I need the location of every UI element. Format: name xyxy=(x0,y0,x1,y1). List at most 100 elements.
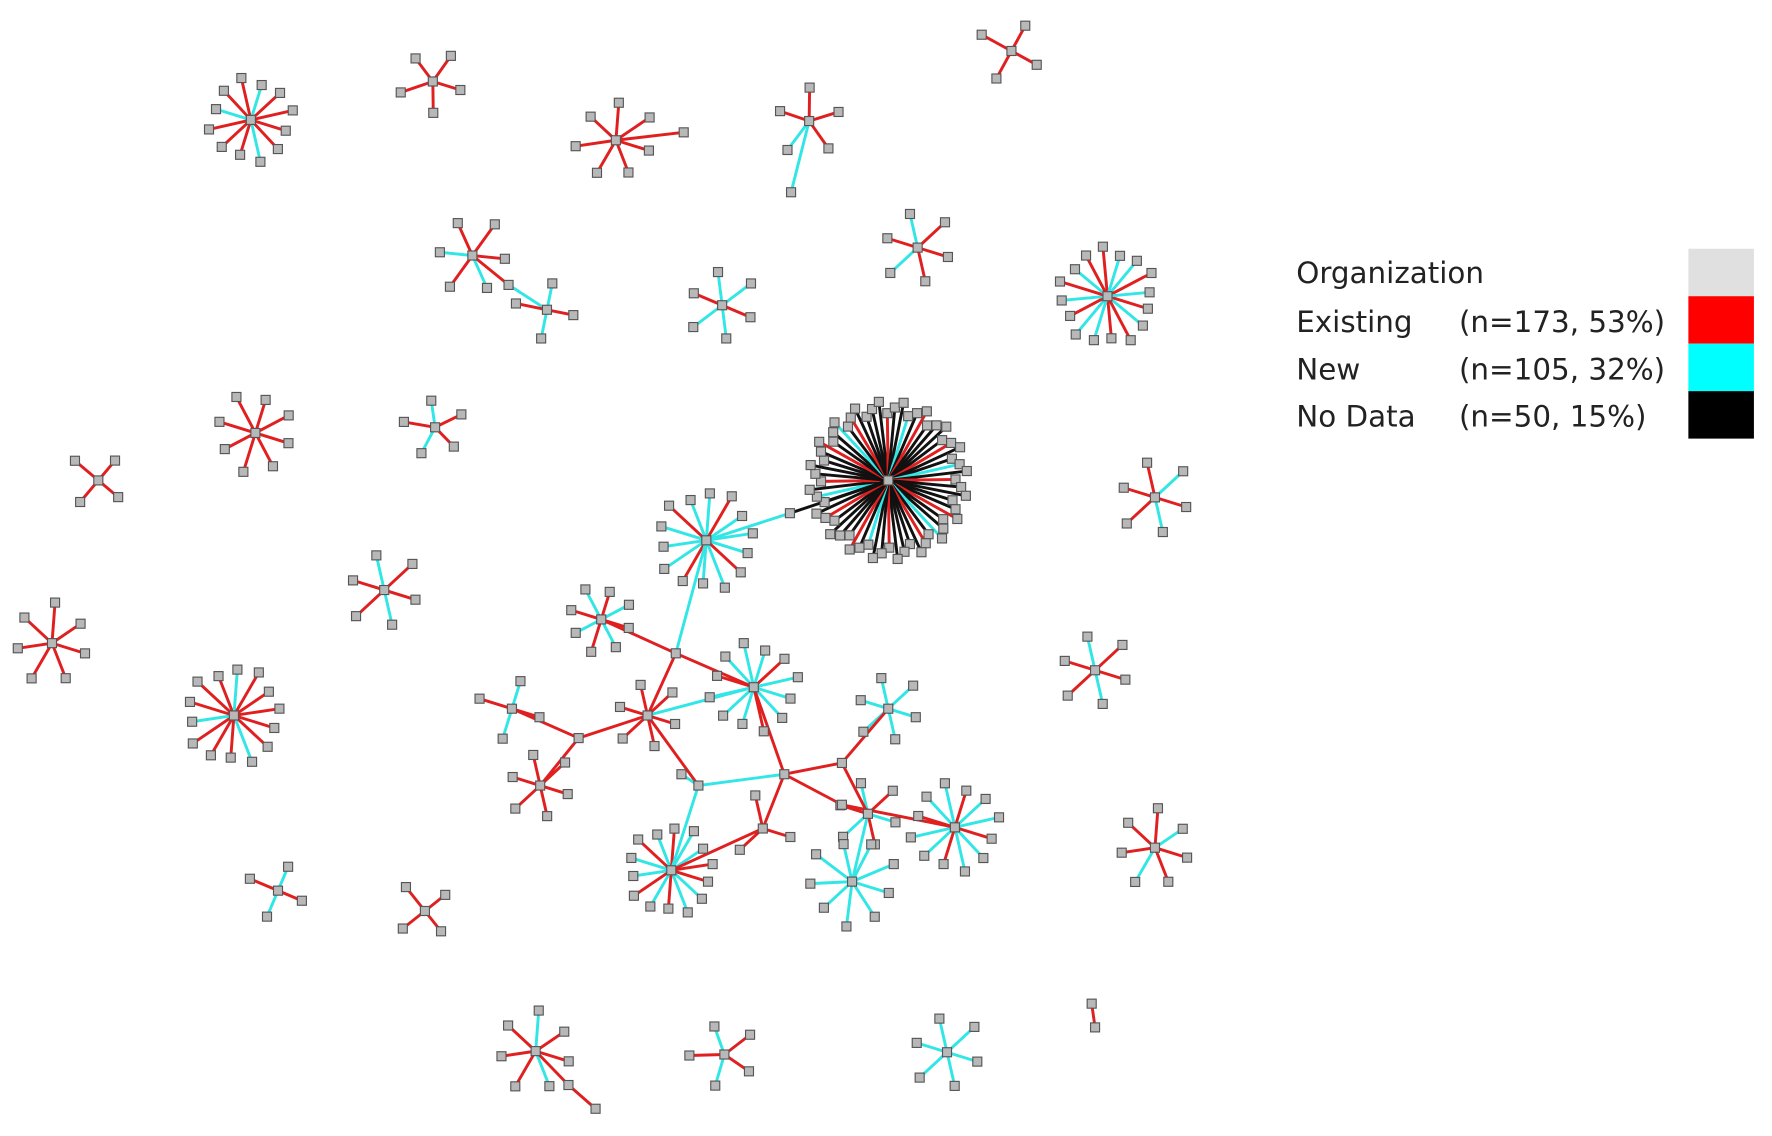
node xyxy=(774,106,786,117)
edge xyxy=(953,797,987,829)
node xyxy=(954,459,965,470)
node xyxy=(528,749,539,761)
node xyxy=(1006,45,1017,57)
node xyxy=(936,533,948,544)
node xyxy=(855,695,866,706)
node xyxy=(704,692,715,703)
node xyxy=(1120,674,1131,685)
edge xyxy=(741,686,756,725)
node xyxy=(941,1047,953,1058)
node xyxy=(428,107,439,118)
node xyxy=(950,504,961,515)
edge xyxy=(1106,295,1132,341)
node xyxy=(920,538,931,549)
edge xyxy=(663,539,708,571)
edge xyxy=(1092,295,1109,341)
node xyxy=(849,403,861,414)
node xyxy=(566,605,577,616)
edge xyxy=(400,80,434,94)
edge xyxy=(789,120,811,193)
node xyxy=(1114,250,1126,261)
node xyxy=(614,701,626,713)
node xyxy=(287,105,298,116)
edge xyxy=(655,833,673,871)
node xyxy=(838,839,849,850)
node xyxy=(814,436,825,447)
edge xyxy=(534,1050,551,1087)
node xyxy=(628,870,639,882)
node xyxy=(246,756,258,767)
node xyxy=(19,612,30,623)
edge xyxy=(789,479,889,515)
node xyxy=(1141,457,1153,468)
node xyxy=(510,1081,521,1092)
node xyxy=(1082,631,1093,642)
edge xyxy=(352,578,385,592)
edge xyxy=(752,686,784,719)
node xyxy=(434,247,445,258)
node xyxy=(585,111,596,122)
edge xyxy=(534,1010,541,1052)
edge xyxy=(670,827,764,872)
node xyxy=(735,567,746,578)
node xyxy=(274,703,285,714)
node xyxy=(426,395,437,406)
edge xyxy=(1061,294,1108,302)
node xyxy=(231,391,242,403)
node xyxy=(842,421,854,432)
node xyxy=(536,333,547,344)
node xyxy=(972,1056,983,1067)
edge xyxy=(235,396,257,434)
edge xyxy=(844,881,854,927)
node xyxy=(1149,842,1161,853)
legend-count: (n=173, 53%) xyxy=(1459,305,1665,339)
legend-swatch xyxy=(1688,343,1754,392)
node xyxy=(867,552,878,564)
node xyxy=(267,461,279,472)
node xyxy=(785,693,796,704)
edge xyxy=(669,869,690,913)
node xyxy=(274,87,286,99)
node xyxy=(623,622,634,634)
legend-label: No Data xyxy=(1296,400,1415,434)
node xyxy=(782,144,793,156)
node xyxy=(46,638,58,649)
node xyxy=(923,529,934,540)
node xyxy=(663,903,674,914)
node xyxy=(635,679,646,690)
node xyxy=(261,911,273,922)
edge xyxy=(954,815,1000,829)
node xyxy=(777,712,788,723)
node xyxy=(499,253,510,264)
node xyxy=(533,1005,544,1016)
node xyxy=(939,217,951,228)
edge xyxy=(1153,497,1165,533)
node xyxy=(818,902,829,913)
node xyxy=(1181,501,1192,513)
node xyxy=(904,538,916,550)
node xyxy=(296,895,307,906)
edge xyxy=(1121,846,1156,855)
node xyxy=(656,521,667,532)
edge xyxy=(716,271,724,306)
edge xyxy=(722,686,755,717)
node xyxy=(283,438,294,449)
node xyxy=(912,242,923,253)
legend-title: Organization xyxy=(1296,256,1484,290)
node xyxy=(510,298,522,309)
edge xyxy=(669,828,676,871)
edge xyxy=(219,420,256,435)
node xyxy=(946,437,957,449)
node xyxy=(1178,466,1189,477)
node xyxy=(1137,320,1148,331)
node xyxy=(610,642,621,653)
edge xyxy=(191,714,235,724)
edge xyxy=(850,880,876,918)
node xyxy=(726,491,737,502)
node xyxy=(676,769,687,780)
node xyxy=(854,542,865,553)
node xyxy=(779,653,790,664)
node xyxy=(836,799,848,810)
node xyxy=(829,515,840,526)
edge xyxy=(1106,255,1122,297)
